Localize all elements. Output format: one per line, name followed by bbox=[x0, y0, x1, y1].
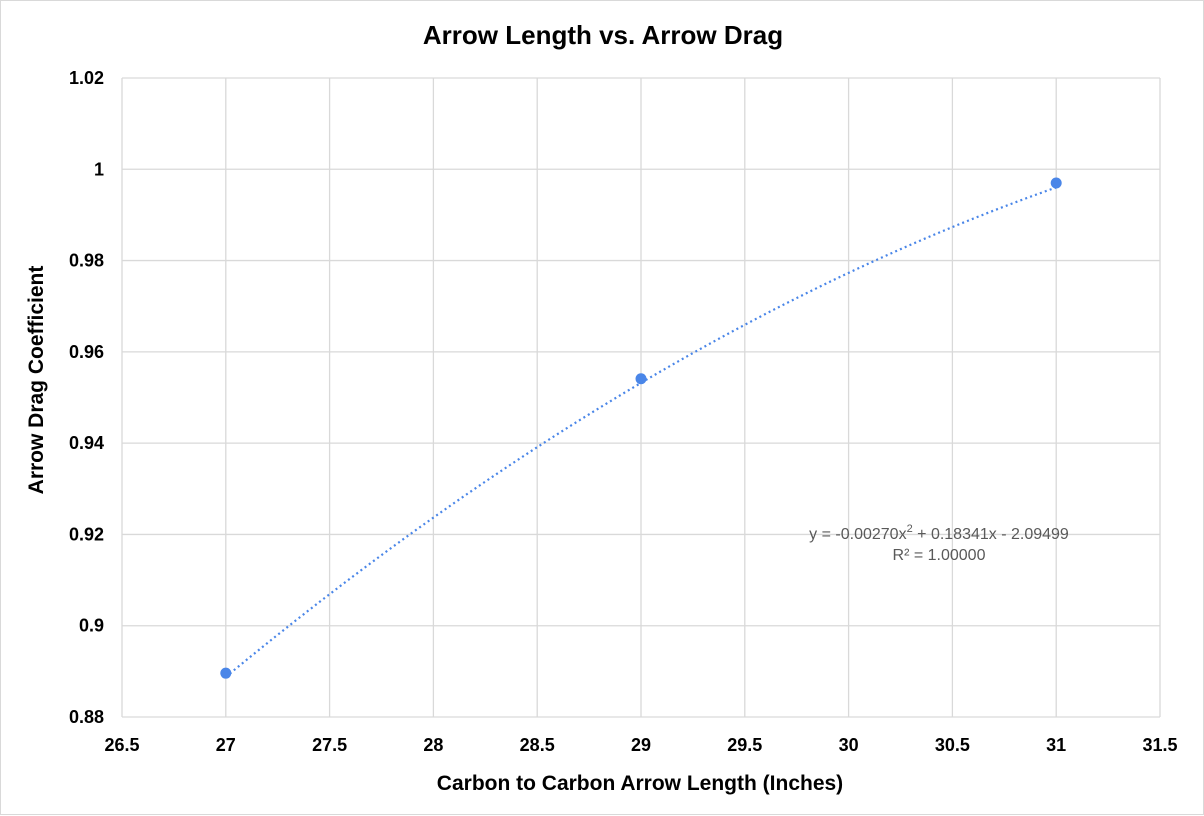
y-tick-label: 0.92 bbox=[69, 524, 104, 544]
trendline-r-squared: R² = 1.00000 bbox=[893, 547, 986, 564]
gridlines bbox=[121, 77, 1161, 718]
x-tick-label: 29 bbox=[631, 735, 651, 755]
y-tick-label: 0.98 bbox=[69, 251, 104, 271]
y-tick-label: 1 bbox=[94, 159, 104, 179]
x-tick-label: 27.5 bbox=[312, 735, 347, 755]
chart-title: Arrow Length vs. Arrow Drag bbox=[423, 20, 783, 50]
trendline-equation: y = -0.00270x2 + 0.18341x - 2.09499 bbox=[809, 523, 1069, 543]
x-tick-label: 31.5 bbox=[1142, 735, 1177, 755]
equation-exponent: 2 bbox=[907, 523, 913, 535]
x-tick-label: 26.5 bbox=[104, 735, 139, 755]
x-tick-label: 31 bbox=[1046, 735, 1066, 755]
data-point bbox=[1050, 177, 1062, 189]
y-axis-ticks: 0.88 0.9 0.92 0.94 0.96 0.98 1 1.02 bbox=[69, 68, 104, 727]
data-points bbox=[220, 177, 1062, 679]
y-tick-label: 0.9 bbox=[79, 616, 104, 636]
x-tick-label: 30 bbox=[839, 735, 859, 755]
x-tick-label: 28.5 bbox=[520, 735, 555, 755]
y-tick-label: 0.94 bbox=[69, 433, 104, 453]
x-tick-label: 27 bbox=[216, 735, 236, 755]
x-axis-title: Carbon to Carbon Arrow Length (Inches) bbox=[437, 772, 843, 795]
data-point bbox=[635, 373, 647, 385]
data-point bbox=[220, 667, 232, 679]
y-tick-label: 0.88 bbox=[69, 707, 104, 727]
x-tick-label: 30.5 bbox=[935, 735, 970, 755]
x-tick-label: 29.5 bbox=[727, 735, 762, 755]
y-tick-label: 1.02 bbox=[69, 68, 104, 88]
x-tick-label: 28 bbox=[423, 735, 443, 755]
equation-suffix: + 0.18341x - 2.09499 bbox=[913, 526, 1069, 543]
y-axis-title: Arrow Drag Coefficient bbox=[25, 266, 48, 495]
equation-prefix: y = -0.00270x bbox=[809, 526, 906, 543]
y-tick-label: 0.96 bbox=[69, 342, 104, 362]
x-axis-ticks: 26.5 27 27.5 28 28.5 29 29.5 30 30.5 31 31.5 bbox=[104, 735, 1177, 755]
